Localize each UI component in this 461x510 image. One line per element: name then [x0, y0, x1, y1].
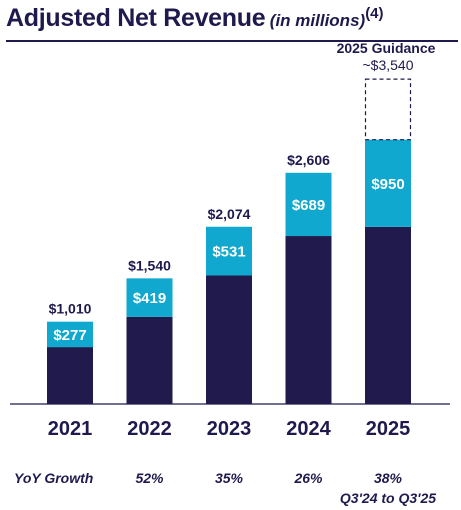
- bar-2022-segment-1: [126, 316, 173, 404]
- guidance-label: 2025 Guidance: [337, 40, 436, 56]
- chart-title: Adjusted Net Revenue (in millions)(4): [6, 4, 384, 33]
- guidance-outline-2025: [364, 78, 412, 141]
- x-tick-label-2021: 2021: [48, 418, 93, 440]
- bars-layer: [47, 78, 412, 404]
- bar-2022-segment-2: [126, 278, 173, 317]
- x-tick-label-2024: 2024: [286, 418, 331, 440]
- bar-2021-segment-2: [47, 321, 93, 348]
- bar-2025-segment-2: [365, 139, 411, 227]
- yoy-growth-label: YoY Growth: [14, 470, 94, 486]
- bar-2024-segment-2: [285, 172, 332, 237]
- guidance-value-label: ~$3,540: [363, 57, 414, 73]
- total-label-2024: $2,606: [287, 152, 330, 168]
- x-tick-label-2022: 2022: [127, 418, 172, 440]
- bar-2025-segment-1: [365, 226, 411, 404]
- yoy-growth-row: YoY Growth 52% 35% 26% 38% Q3'24 to Q3'2…: [0, 466, 461, 510]
- chart-title-footnote: (4): [365, 5, 384, 22]
- x-tick-label-2025: 2025: [366, 418, 411, 440]
- title-underline: [6, 40, 458, 42]
- yoy-growth-2025: 38%: [373, 470, 403, 486]
- yoy-growth-2022: 52%: [135, 470, 164, 486]
- bar-2024-segment-1: [285, 236, 332, 404]
- total-label-2021: $1,010: [49, 301, 92, 317]
- yoy-growth-2023: 35%: [214, 470, 244, 486]
- segment-label-2023: $531: [212, 244, 245, 261]
- yoy-growth-2024: 26%: [294, 470, 323, 486]
- segment-label-2025: $950: [371, 176, 404, 193]
- labels-layer: $277 $1,010 2021 $419 $1,540 2022 $531 $2,074 20…: [48, 40, 436, 440]
- yoy-growth-2025-period-note: Q3'24 to Q3'25: [339, 490, 437, 506]
- total-label-2023: $2,074: [208, 206, 251, 222]
- revenue-bar-chart: $277 $1,010 2021 $419 $1,540 2022 $531 $2,074 20…: [10, 40, 450, 440]
- x-tick-label-2023: 2023: [207, 418, 252, 440]
- segment-label-2021: $277: [53, 327, 86, 344]
- bar-2023-segment-2: [206, 226, 252, 276]
- total-label-2022: $1,540: [128, 257, 171, 273]
- chart-title-unit: (in millions): [269, 11, 366, 30]
- bar-2023-segment-1: [206, 275, 252, 404]
- bar-2021-segment-1: [47, 347, 93, 404]
- segment-label-2022: $419: [133, 290, 166, 307]
- segment-label-2024: $689: [292, 197, 325, 214]
- chart-title-main: Adjusted Net Revenue: [6, 4, 266, 32]
